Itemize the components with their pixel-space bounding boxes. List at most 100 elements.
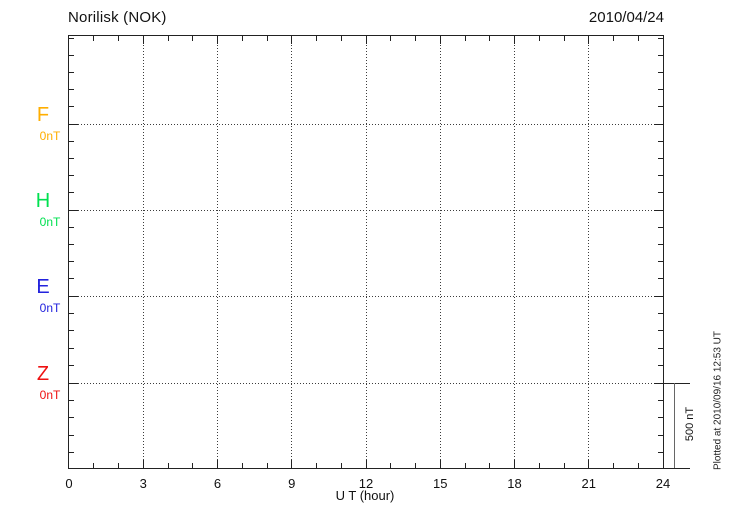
axis-tick-bottom	[142, 460, 144, 468]
grid-vline	[142, 36, 144, 468]
axis-tick-right	[658, 434, 663, 436]
axis-tick-bottom	[588, 460, 590, 468]
axis-tick-left	[69, 365, 74, 367]
axis-tick-top	[464, 36, 466, 41]
component-baseline-value: 0nT	[39, 388, 61, 402]
axis-tick-top	[340, 36, 342, 41]
axis-tick-top	[93, 36, 95, 41]
plotted-at-note: Plotted at 2010/09/16 12:53 UT	[712, 331, 724, 470]
axis-tick-right	[658, 243, 663, 245]
axis-tick-right	[658, 175, 663, 177]
axis-tick-right	[658, 37, 663, 39]
axis-tick-left	[69, 452, 74, 454]
component-baseline-value: 0nT	[39, 215, 61, 229]
axis-tick-left	[69, 71, 74, 73]
axis-tick-right	[658, 71, 663, 73]
axis-tick-right	[658, 106, 663, 108]
axis-tick-left	[69, 175, 74, 177]
axis-major-tick-right	[654, 295, 663, 297]
axis-major-tick-left	[69, 209, 78, 211]
component-label: E	[36, 276, 50, 298]
axis-tick-top	[514, 36, 515, 44]
axis-tick-bottom	[563, 463, 565, 468]
axis-tick-left	[69, 140, 74, 142]
plot-area	[68, 35, 664, 469]
plot-date: 2010/04/24	[588, 9, 664, 26]
x-tick-label: 24	[655, 476, 671, 491]
axis-tick-bottom	[93, 463, 95, 468]
axis-tick-bottom	[192, 463, 194, 468]
axis-tick-right	[658, 330, 663, 332]
axis-major-tick-right	[654, 209, 663, 211]
axis-tick-top	[365, 36, 367, 44]
x-tick-label: 21	[581, 476, 596, 491]
axis-tick-left	[69, 312, 74, 314]
component-label: Z	[36, 363, 50, 385]
axis-major-tick-left	[69, 123, 78, 125]
axis-tick-right	[658, 54, 663, 56]
axis-tick-bottom	[291, 460, 293, 468]
axis-tick-bottom	[415, 463, 416, 468]
axis-tick-top	[538, 36, 540, 41]
axis-tick-right	[658, 347, 663, 349]
axis-tick-right	[658, 452, 663, 454]
axis-tick-bottom	[316, 463, 317, 468]
component-baseline-value: 0nT	[39, 129, 61, 143]
axis-tick-top	[241, 36, 243, 41]
axis-tick-right	[658, 226, 663, 228]
grid-vline	[439, 36, 441, 468]
axis-tick-top	[291, 36, 293, 44]
axis-tick-right	[658, 261, 663, 263]
x-tick-label: 9	[288, 476, 296, 491]
axis-tick-right	[658, 157, 663, 159]
component-label: F	[36, 104, 50, 126]
axis-tick-top	[489, 36, 491, 41]
x-tick-label: 12	[358, 476, 374, 491]
grid-vline	[514, 36, 515, 468]
axis-tick-top	[142, 36, 144, 44]
axis-tick-bottom	[489, 463, 491, 468]
axis-tick-left	[69, 89, 74, 91]
scale-bar-bottom-extension	[664, 468, 690, 469]
grid-vline	[291, 36, 293, 468]
axis-tick-top	[588, 36, 590, 44]
axis-tick-left	[69, 157, 74, 159]
axis-major-tick-right	[654, 382, 663, 384]
grid-vline	[588, 36, 590, 468]
axis-tick-left	[69, 261, 74, 263]
axis-tick-left	[69, 278, 74, 280]
axis-tick-right	[658, 89, 663, 91]
axis-tick-left	[69, 54, 74, 56]
axis-tick-bottom	[613, 463, 614, 468]
axis-tick-top	[217, 36, 218, 44]
axis-tick-left	[69, 417, 74, 419]
axis-tick-left	[69, 106, 74, 108]
x-tick-label: 18	[507, 476, 522, 491]
axis-tick-bottom	[538, 463, 540, 468]
axis-tick-right	[658, 312, 663, 314]
axis-tick-top	[167, 36, 169, 41]
axis-tick-left	[69, 399, 74, 401]
axis-tick-right	[658, 278, 663, 280]
axis-tick-bottom	[167, 463, 169, 468]
axis-tick-right	[658, 365, 663, 367]
axis-tick-right	[658, 192, 663, 194]
axis-tick-left	[69, 347, 74, 349]
axis-tick-left	[69, 192, 74, 194]
component-baseline-value: 0nT	[39, 301, 61, 315]
axis-tick-bottom	[340, 463, 342, 468]
axis-major-tick-right	[654, 123, 663, 125]
axis-major-tick-left	[69, 382, 78, 384]
x-tick-label: 6	[213, 476, 222, 491]
baseline-hline	[69, 382, 663, 384]
scale-bar-line	[674, 383, 675, 468]
grid-vline	[217, 36, 218, 468]
axis-tick-bottom	[241, 463, 243, 468]
x-tick-label: 15	[433, 476, 448, 491]
component-label: H	[35, 190, 51, 212]
axis-tick-left	[69, 330, 74, 332]
axis-tick-left	[69, 434, 74, 436]
axis-tick-top	[563, 36, 565, 41]
axis-tick-right	[658, 140, 663, 142]
